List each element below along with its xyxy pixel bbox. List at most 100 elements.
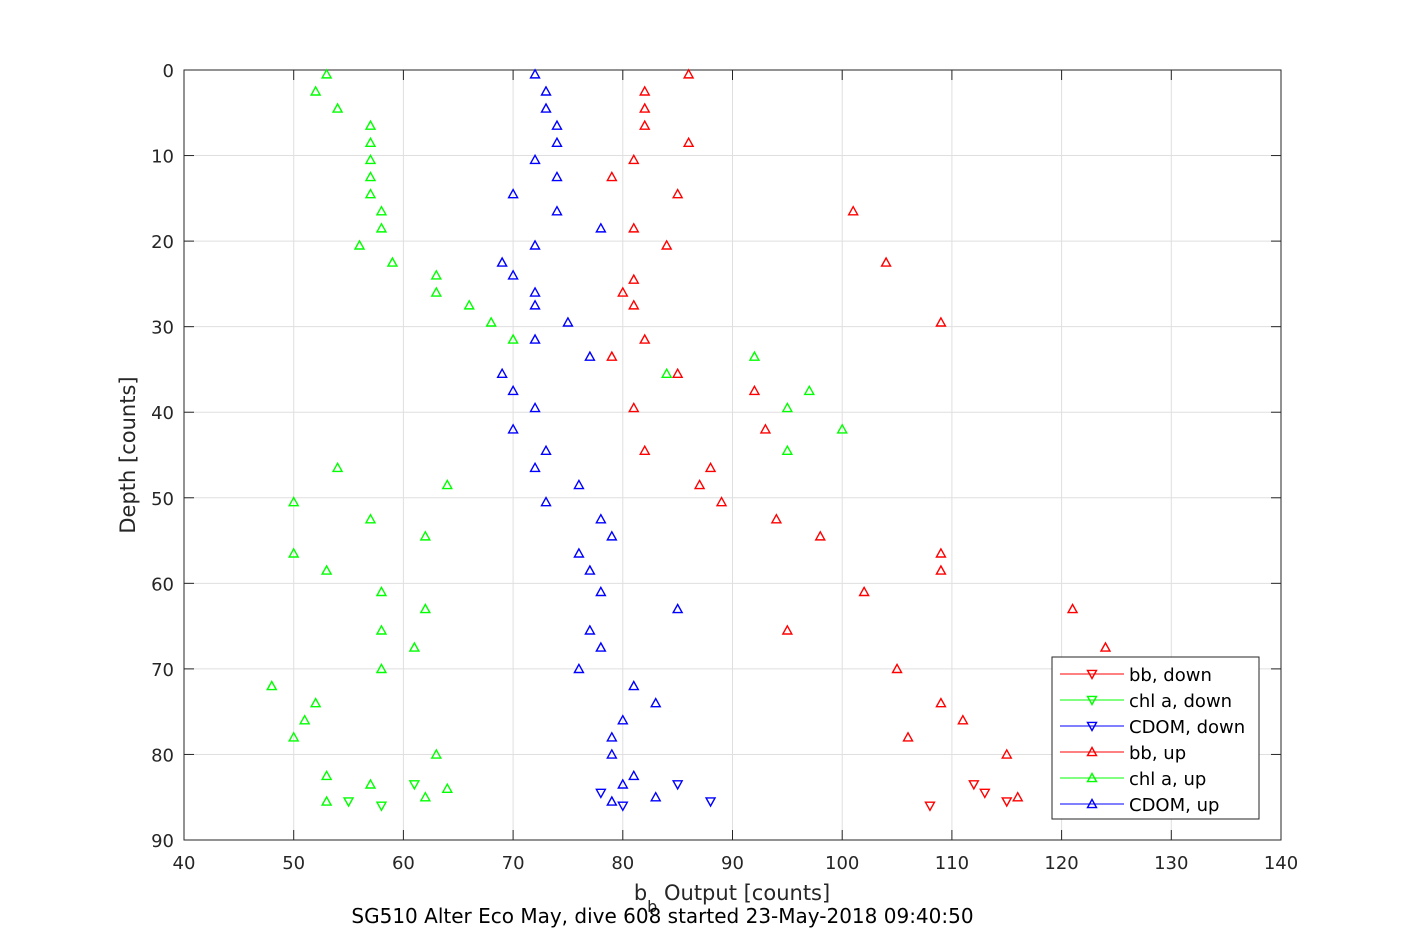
data-point xyxy=(507,269,519,280)
series-3 xyxy=(606,68,1112,802)
data-point xyxy=(584,350,596,361)
y-tick-label: 30 xyxy=(151,318,174,339)
data-point xyxy=(551,171,563,182)
data-point xyxy=(891,662,903,674)
data-point xyxy=(507,333,519,344)
y-tick-label: 0 xyxy=(163,61,174,82)
legend-label: bb, down xyxy=(1129,665,1212,686)
data-point xyxy=(364,188,377,199)
y-axis-label: Depth [counts] xyxy=(116,376,140,533)
data-point xyxy=(595,513,607,524)
data-point xyxy=(606,731,618,742)
data-point xyxy=(880,256,892,267)
data-point xyxy=(540,102,552,113)
data-point xyxy=(617,778,629,789)
data-point xyxy=(375,222,388,233)
series-5 xyxy=(496,68,684,806)
data-point xyxy=(639,102,651,113)
data-point xyxy=(288,731,300,742)
data-point xyxy=(507,188,519,199)
data-point xyxy=(682,136,695,148)
data-point xyxy=(441,782,453,793)
data-point xyxy=(935,564,947,575)
data-point xyxy=(902,731,914,742)
data-point xyxy=(529,286,541,297)
data-point xyxy=(628,273,640,284)
data-point xyxy=(781,402,794,413)
data-point xyxy=(682,68,695,79)
data-point xyxy=(704,461,717,473)
data-point xyxy=(419,603,432,614)
data-point xyxy=(540,85,552,96)
data-point xyxy=(463,299,475,310)
legend: bb, down chl a, down CDOM, down bb, up chl a… xyxy=(1051,656,1260,820)
data-point xyxy=(935,547,947,558)
legend-marker xyxy=(1086,798,1098,809)
data-point xyxy=(309,697,322,708)
series-4 xyxy=(266,68,848,806)
data-point xyxy=(628,680,640,691)
x-axis-ticks: 40 50 60 70 80 90 100 110 120 130 140 xyxy=(173,70,1298,874)
data-point xyxy=(584,624,596,635)
x-tick-label: 50 xyxy=(282,853,305,874)
data-point xyxy=(288,547,300,558)
data-point xyxy=(650,791,662,802)
data-point xyxy=(573,662,585,674)
x-tick-label: 80 xyxy=(611,853,634,874)
data-point xyxy=(759,423,772,434)
data-point xyxy=(353,239,366,250)
data-point xyxy=(320,795,333,806)
data-point xyxy=(529,333,541,344)
data-point xyxy=(375,585,388,597)
data-point xyxy=(628,402,640,413)
y-tick-label: 70 xyxy=(151,660,174,681)
data-point xyxy=(430,748,442,759)
x-tick-label: 120 xyxy=(1044,853,1078,874)
data-point xyxy=(628,222,640,233)
legend-marker xyxy=(1086,669,1098,680)
data-point xyxy=(628,299,640,310)
data-point xyxy=(551,205,563,216)
data-point xyxy=(507,423,519,434)
data-point xyxy=(266,680,278,691)
data-point xyxy=(606,530,618,541)
data-point xyxy=(375,662,388,674)
y-tick-label: 60 xyxy=(151,574,174,595)
data-point xyxy=(617,801,629,812)
data-point xyxy=(715,496,728,507)
data-point xyxy=(748,384,761,396)
legend-marker xyxy=(1086,695,1098,706)
data-point xyxy=(540,444,552,456)
data-point xyxy=(617,714,629,725)
data-point xyxy=(496,256,508,267)
data-point xyxy=(671,603,684,614)
data-point xyxy=(364,171,377,182)
legend-entry: bb, up xyxy=(1060,743,1186,764)
data-point xyxy=(935,697,947,708)
data-point xyxy=(704,797,717,808)
data-point xyxy=(595,585,607,597)
data-point xyxy=(364,153,377,165)
data-point xyxy=(979,788,991,799)
legend-box xyxy=(1051,656,1260,820)
y-tick-label: 20 xyxy=(151,232,174,253)
data-point xyxy=(781,624,794,635)
data-point xyxy=(639,85,651,96)
data-point xyxy=(1012,791,1024,802)
data-point xyxy=(408,641,421,652)
data-point xyxy=(1001,797,1013,808)
data-point xyxy=(650,697,662,708)
series-1 xyxy=(342,780,421,812)
data-point xyxy=(803,384,815,396)
figure-caption: SG510 Alter Eco May, dive 608 started 23… xyxy=(351,904,974,928)
data-point xyxy=(748,350,761,361)
data-point xyxy=(485,316,497,327)
data-point xyxy=(770,513,783,524)
data-point xyxy=(320,769,333,781)
data-point xyxy=(408,780,421,791)
data-point xyxy=(529,402,541,413)
data-point xyxy=(847,205,859,216)
y-tick-label: 10 xyxy=(151,147,174,168)
data-point xyxy=(660,367,673,379)
data-point xyxy=(606,748,618,759)
